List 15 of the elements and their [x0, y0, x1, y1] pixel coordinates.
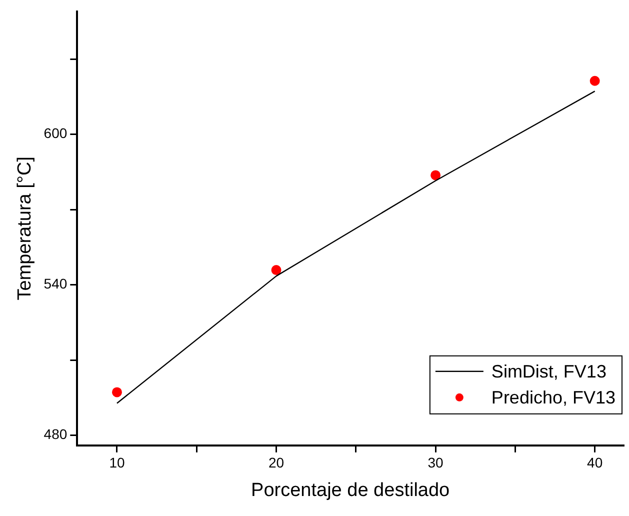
point: [430, 170, 441, 180]
x-tick-label: 40: [587, 454, 603, 471]
legend-label: Predicho, FV13: [491, 387, 616, 408]
y-axis-title: Temperatura [°C]: [14, 156, 36, 300]
x-tick-label: 10: [109, 454, 125, 471]
y-tick-label: 480: [44, 426, 68, 442]
x-tick-label: 30: [428, 454, 444, 471]
point: [271, 265, 282, 276]
y-tick-label: 540: [44, 276, 68, 292]
x-axis-title: Porcentaje de destilado: [251, 480, 450, 501]
legend-label: SimDist, FV13: [491, 361, 606, 382]
x-tick-label: 20: [268, 454, 284, 471]
y-tick-label: 600: [44, 125, 68, 142]
point: [590, 76, 600, 86]
point: [112, 387, 122, 398]
